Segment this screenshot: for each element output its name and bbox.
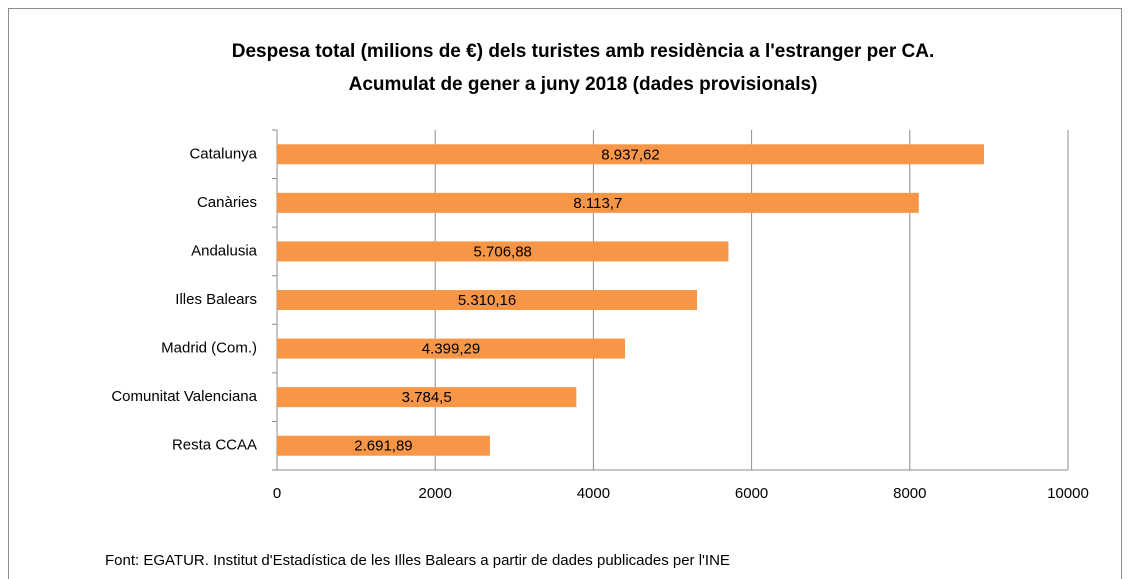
x-tick-label: 6000 (735, 485, 768, 502)
bar (277, 435, 490, 456)
chart-title: Despesa total (milions de €) dels turist… (232, 41, 934, 62)
y-tick-label: Andalusia (191, 242, 258, 259)
bar (277, 387, 577, 408)
value-label: 5.706,88 (474, 243, 532, 260)
source-note: Font: EGATUR. Institut d'Estadística de … (105, 552, 730, 569)
x-tick-label: 8000 (893, 485, 926, 502)
x-tick-label: 4000 (577, 485, 610, 502)
bar (277, 338, 625, 359)
x-tick-label: 2000 (419, 485, 452, 502)
bar (277, 192, 919, 213)
y-tick-label: Illes Balears (175, 291, 257, 308)
y-tick-label: Comunitat Valenciana (111, 388, 257, 405)
bar (277, 144, 984, 165)
value-label: 2.691,89 (354, 438, 412, 455)
value-label: 5.310,16 (458, 292, 516, 309)
chart-border (8, 8, 1122, 579)
bar (277, 241, 729, 262)
value-label: 8.937,62 (601, 146, 659, 163)
value-label: 3.784,5 (402, 389, 452, 406)
value-label: 4.399,29 (422, 341, 480, 358)
y-tick-label: Catalunya (189, 145, 257, 162)
y-tick-label: Canàries (197, 194, 257, 211)
y-tick-label: Madrid (Com.) (161, 340, 257, 357)
value-label: 8.113,7 (573, 195, 622, 212)
x-tick-label: 0 (273, 485, 281, 502)
bar (277, 290, 698, 310)
x-tick-label: 10000 (1047, 485, 1089, 502)
chart-title: Acumulat de gener a juny 2018 (dades pro… (349, 74, 818, 95)
y-tick-label: Resta CCAA (172, 437, 257, 454)
